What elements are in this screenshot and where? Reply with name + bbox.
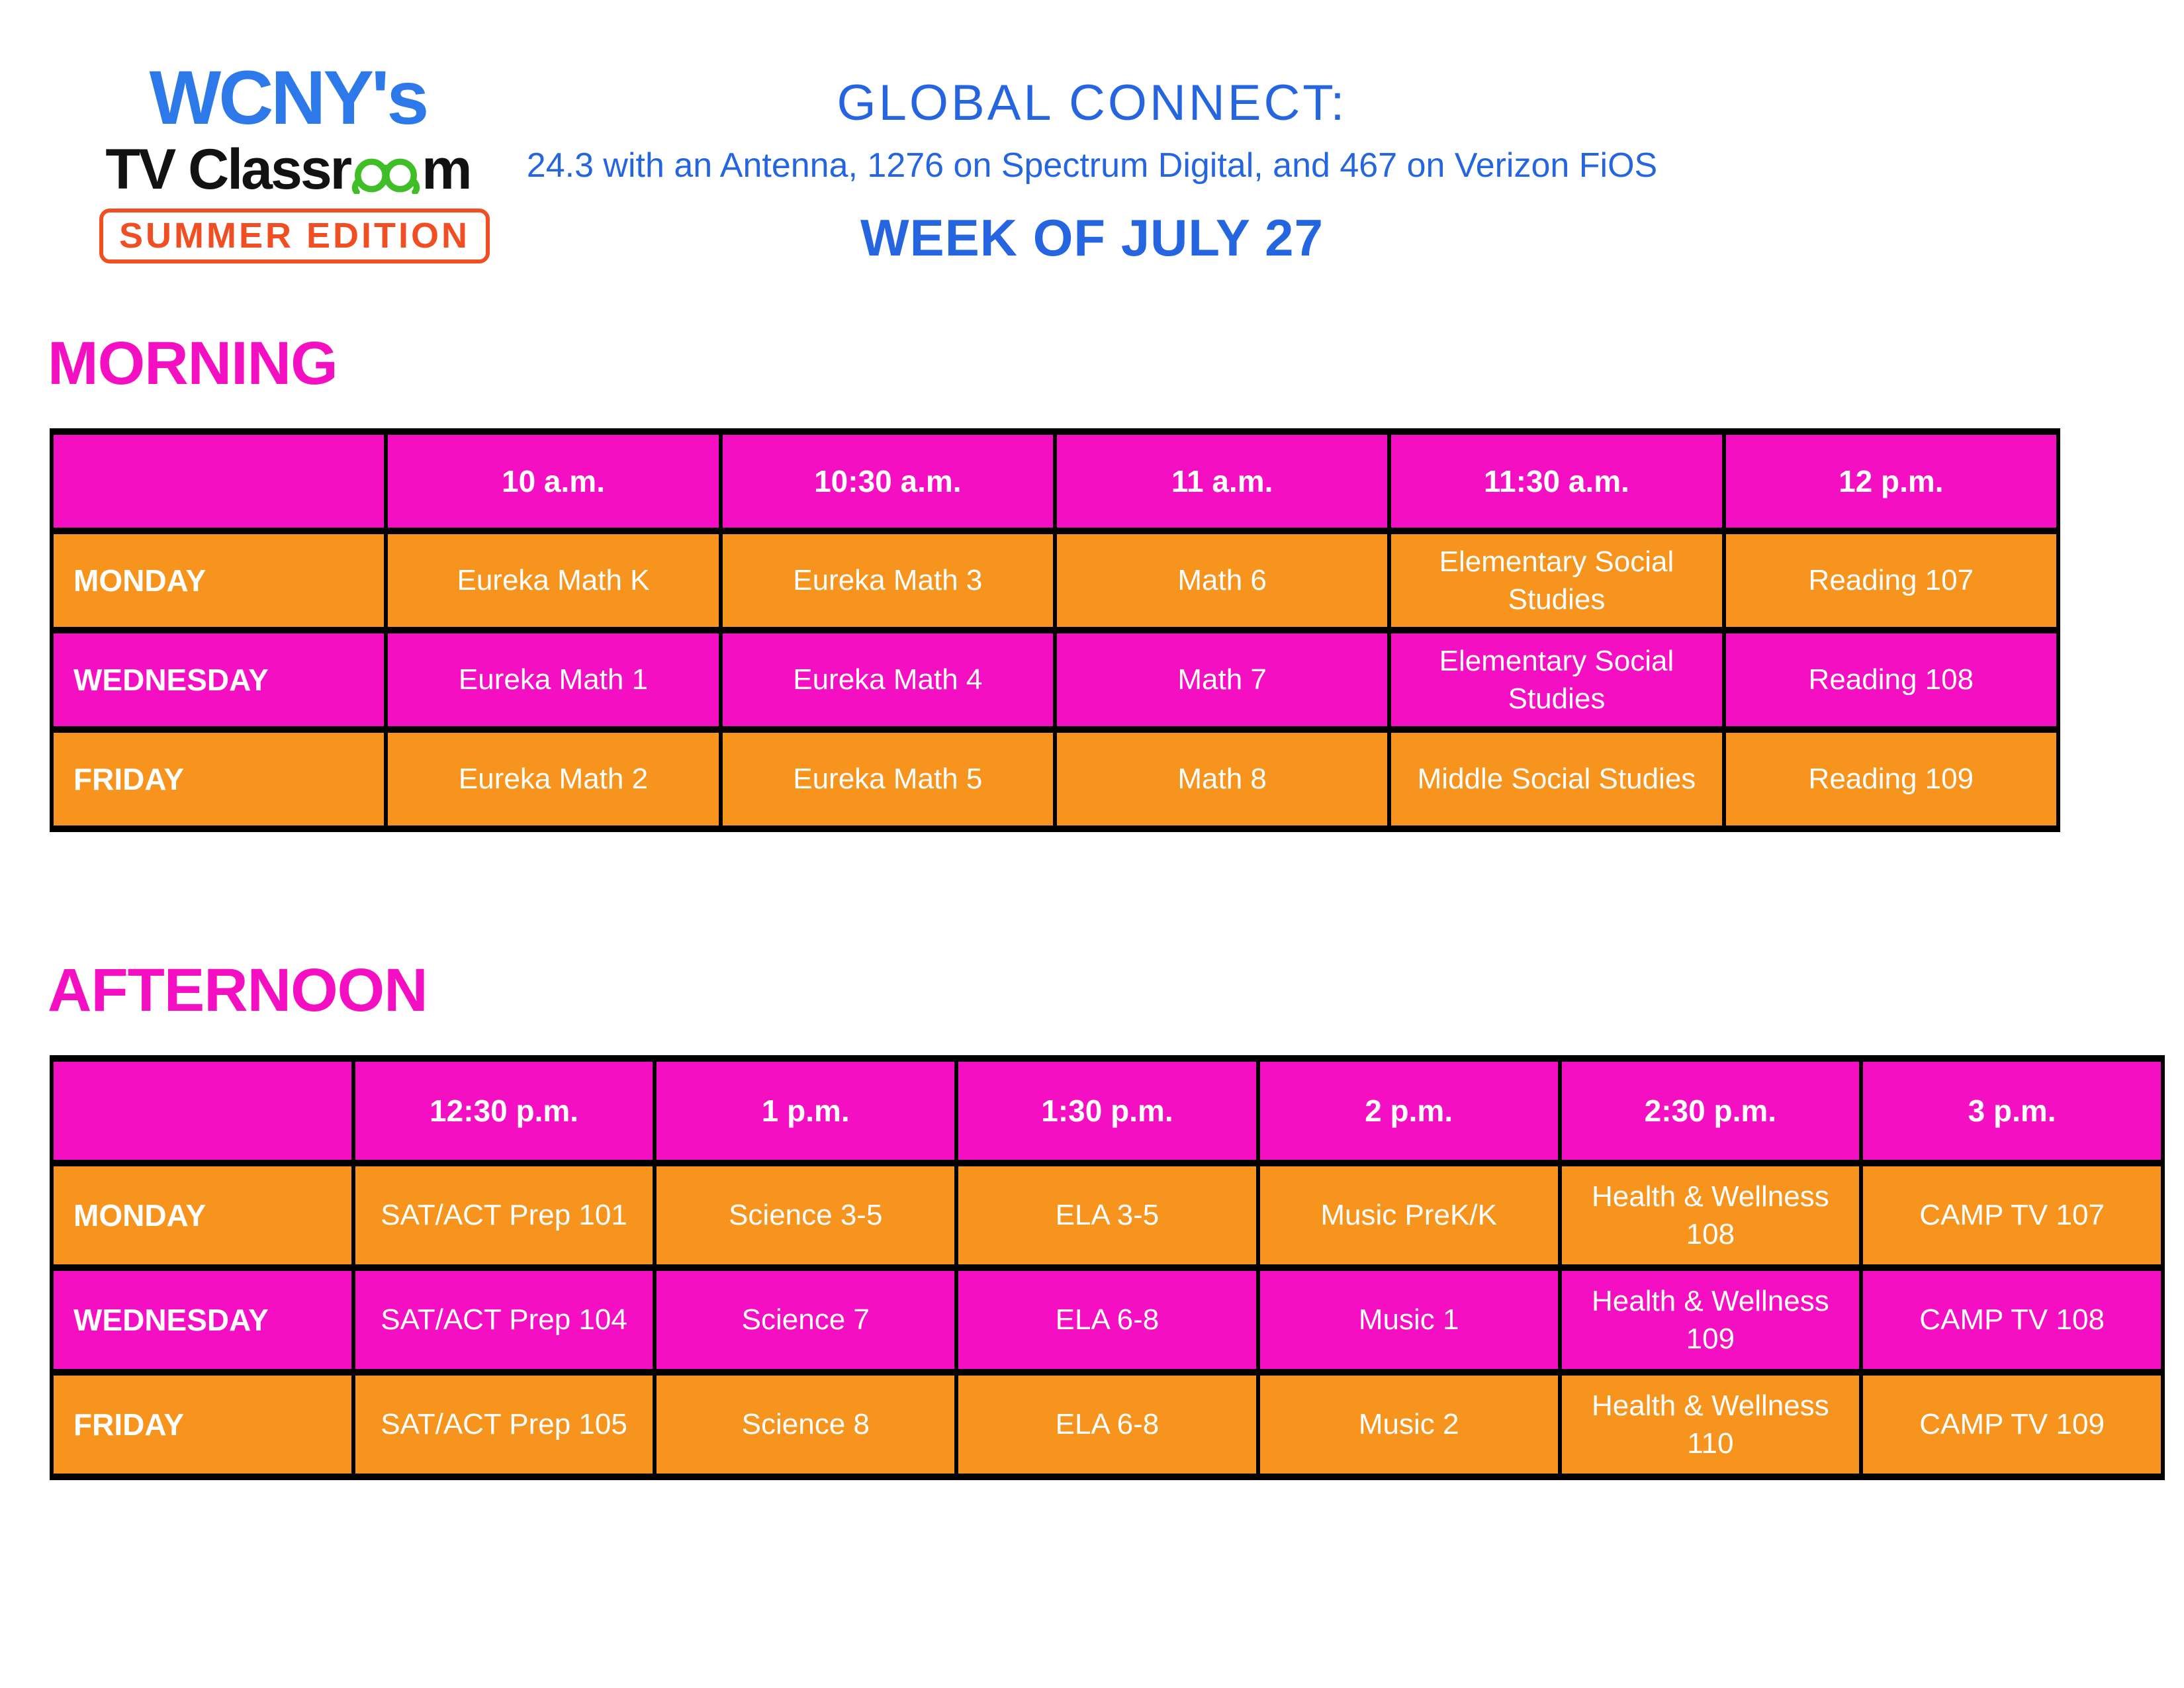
corner-cell <box>49 428 388 534</box>
afternoon-header-row: 12:30 p.m. 1 p.m. 1:30 p.m. 2 p.m. 2:30 … <box>50 1055 2165 1166</box>
glasses-icon <box>351 158 420 195</box>
morning-section-title: MORNING <box>48 330 338 397</box>
schedule-cell: Music PreK/K <box>1255 1160 1562 1271</box>
schedule-cell: Elementary Social Studies <box>1387 528 1726 633</box>
schedule-cell: CAMP TV 108 <box>1859 1264 2165 1376</box>
logo-product-suffix: m <box>422 137 472 201</box>
afternoon-section-title: AFTERNOON <box>48 957 428 1024</box>
time-header: 11:30 a.m. <box>1387 428 1726 534</box>
page-header: GLOBAL CONNECT: 24.3 with an Antenna, 12… <box>430 75 1754 267</box>
time-header: 1:30 p.m. <box>954 1055 1260 1166</box>
schedule-cell: Elementary Social Studies <box>1387 627 1726 733</box>
schedule-cell: Eureka Math K <box>384 528 723 633</box>
time-header: 12 p.m. <box>1721 428 2061 534</box>
schedule-cell: Math 8 <box>1052 726 1392 832</box>
schedule-cell: SAT/ACT Prep 105 <box>351 1369 657 1480</box>
morning-monday-row: MONDAY Eureka Math K Eureka Math 3 Math … <box>49 528 2061 633</box>
time-header: 2 p.m. <box>1255 1055 1562 1166</box>
schedule-cell: ELA 6-8 <box>954 1369 1260 1480</box>
schedule-cell: SAT/ACT Prep 104 <box>351 1264 657 1376</box>
logo-product-prefix: TV Classr <box>105 137 352 201</box>
schedule-cell: Eureka Math 3 <box>718 528 1057 633</box>
schedule-cell: Reading 108 <box>1721 627 2061 733</box>
schedule-cell: CAMP TV 109 <box>1859 1369 2165 1480</box>
time-header: 1 p.m. <box>653 1055 959 1166</box>
schedule-cell: ELA 3-5 <box>954 1160 1260 1271</box>
schedule-cell: Health & Wellness 108 <box>1557 1160 1864 1271</box>
afternoon-wednesday-row: WEDNESDAY SAT/ACT Prep 104 Science 7 ELA… <box>50 1264 2165 1376</box>
time-header: 2:30 p.m. <box>1557 1055 1864 1166</box>
schedule-cell: Math 6 <box>1052 528 1392 633</box>
day-label: WEDNESDAY <box>49 627 388 733</box>
schedule-cell: Science 3-5 <box>653 1160 959 1271</box>
day-label: FRIDAY <box>49 726 388 832</box>
morning-header-row: 10 a.m. 10:30 a.m. 11 a.m. 11:30 a.m. 12… <box>49 428 2061 534</box>
logo-brand-text: WCNY's <box>149 56 430 140</box>
morning-friday-row: FRIDAY Eureka Math 2 Eureka Math 5 Math … <box>49 726 2061 832</box>
schedule-cell: Reading 107 <box>1721 528 2061 633</box>
day-label: FRIDAY <box>50 1369 355 1480</box>
day-label: MONDAY <box>49 528 388 633</box>
schedule-cell: Middle Social Studies <box>1387 726 1726 832</box>
day-label: WEDNESDAY <box>50 1264 355 1376</box>
schedule-cell: Eureka Math 4 <box>718 627 1057 733</box>
corner-cell <box>50 1055 355 1166</box>
logo-product-text: TV Classr m <box>99 141 477 198</box>
schedule-cell: Music 1 <box>1255 1264 1562 1376</box>
time-header: 10 a.m. <box>384 428 723 534</box>
schedule-cell: Math 7 <box>1052 627 1392 733</box>
schedule-cell: Health & Wellness 109 <box>1557 1264 1864 1376</box>
schedule-cell: Eureka Math 1 <box>384 627 723 733</box>
morning-wednesday-row: WEDNESDAY Eureka Math 1 Eureka Math 4 Ma… <box>49 627 2061 733</box>
time-header: 11 a.m. <box>1052 428 1392 534</box>
time-header: 3 p.m. <box>1859 1055 2165 1166</box>
wcny-logo: WCNY's TV Classr m SUMMER EDITION <box>99 56 490 264</box>
schedule-cell: Eureka Math 5 <box>718 726 1057 832</box>
afternoon-table: 12:30 p.m. 1 p.m. 1:30 p.m. 2 p.m. 2:30 … <box>50 1055 2165 1480</box>
schedule-cell: Eureka Math 2 <box>384 726 723 832</box>
schedule-cell: Reading 109 <box>1721 726 2061 832</box>
afternoon-friday-row: FRIDAY SAT/ACT Prep 105 Science 8 ELA 6-… <box>50 1369 2165 1480</box>
afternoon-monday-row: MONDAY SAT/ACT Prep 101 Science 3-5 ELA … <box>50 1160 2165 1271</box>
morning-table: 10 a.m. 10:30 a.m. 11 a.m. 11:30 a.m. 12… <box>49 428 2061 832</box>
day-label: MONDAY <box>50 1160 355 1271</box>
week-title: WEEK OF JULY 27 <box>860 209 1324 267</box>
time-header: 12:30 p.m. <box>351 1055 657 1166</box>
schedule-cell: Science 8 <box>653 1369 959 1480</box>
time-header: 10:30 a.m. <box>718 428 1057 534</box>
schedule-cell: Health & Wellness 110 <box>1557 1369 1864 1480</box>
schedule-cell: ELA 6-8 <box>954 1264 1260 1376</box>
schedule-cell: CAMP TV 107 <box>1859 1160 2165 1271</box>
schedule-cell: Music 2 <box>1255 1369 1562 1480</box>
global-connect-title: GLOBAL CONNECT: <box>837 75 1347 131</box>
schedule-cell: SAT/ACT Prep 101 <box>351 1160 657 1271</box>
summer-edition-badge: SUMMER EDITION <box>99 208 490 264</box>
schedule-cell: Science 7 <box>653 1264 959 1376</box>
channel-info: 24.3 with an Antenna, 1276 on Spectrum D… <box>526 146 1658 185</box>
